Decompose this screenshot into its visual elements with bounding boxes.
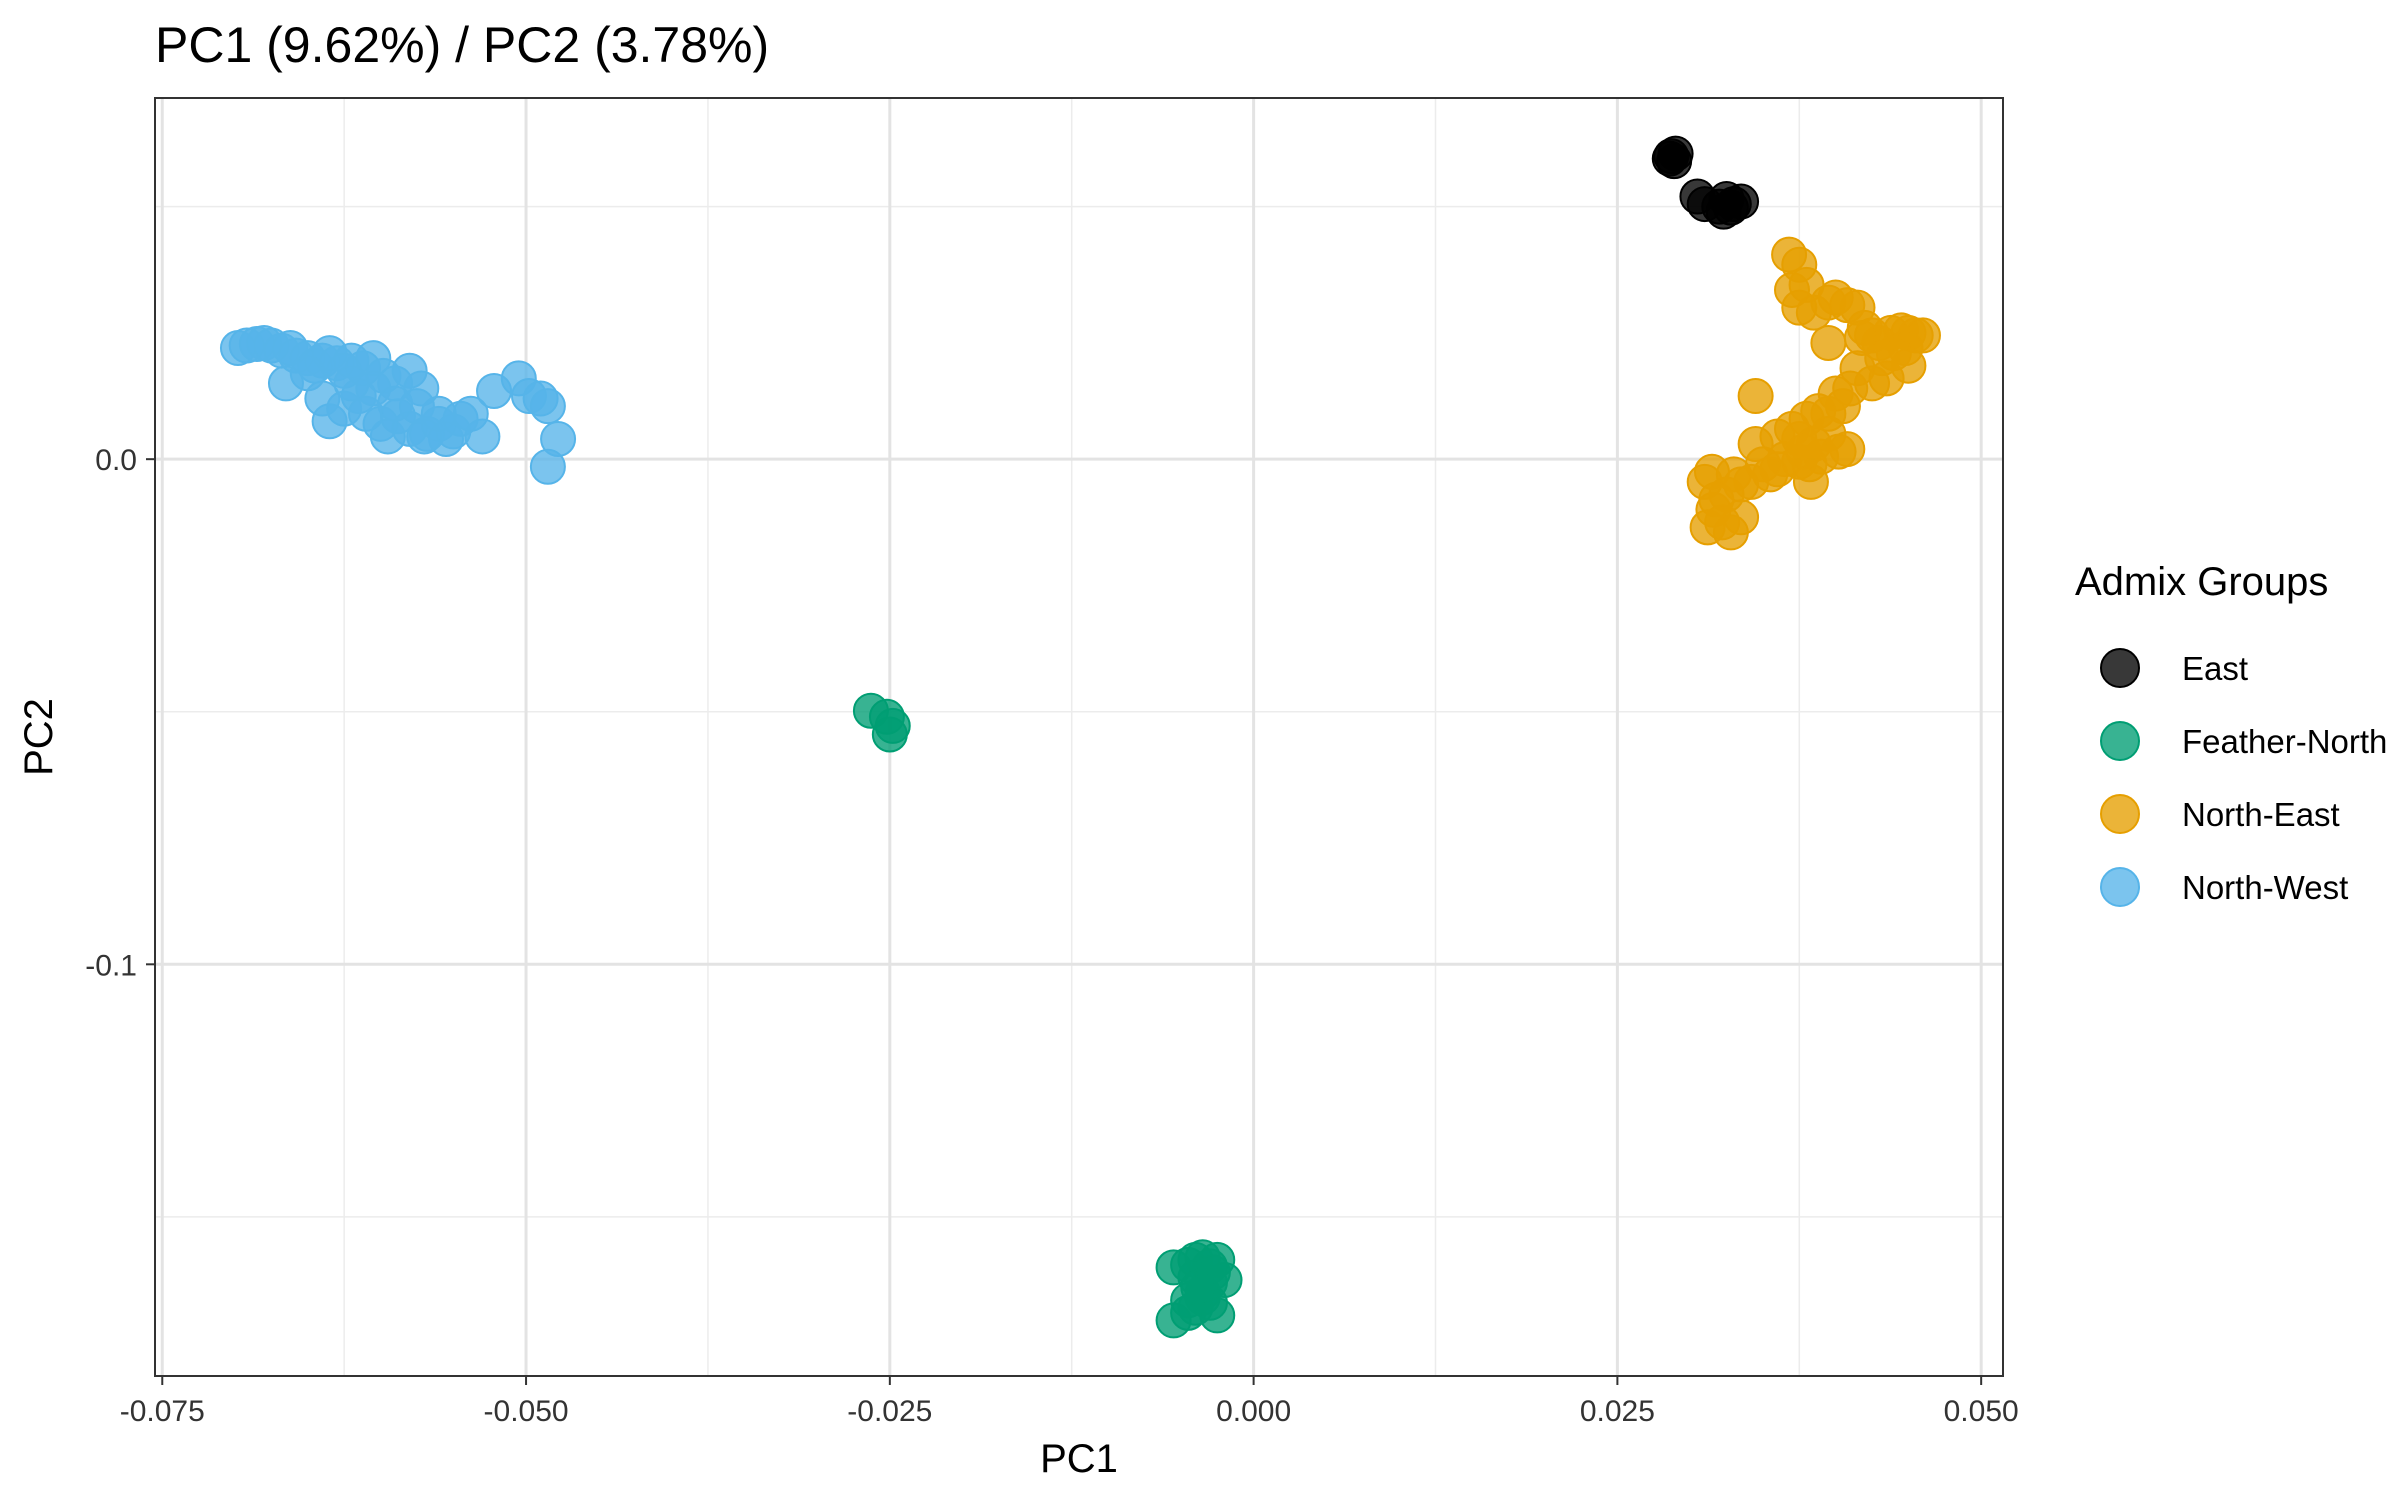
data-point-north-west: [289, 355, 326, 392]
data-point-north-east: [1723, 499, 1760, 536]
legend-key-north-west: [2100, 867, 2140, 907]
x-tick-label: 0.050: [1944, 1395, 2019, 1428]
x-tick-label: -0.075: [120, 1395, 205, 1428]
data-point-east: [1656, 143, 1693, 180]
legend-key-feather-north: [2100, 721, 2140, 761]
x-tick-label: -0.050: [484, 1395, 569, 1428]
x-axis-title: PC1: [1040, 1437, 1118, 1481]
data-point-north-west: [333, 365, 370, 402]
data-point-feather-north: [1199, 1297, 1236, 1334]
y-axis-title: PC2: [17, 698, 61, 776]
legend-label-east: East: [2182, 650, 2248, 687]
data-point-north-west: [377, 385, 414, 422]
legend-label-feather-north: Feather-North: [2182, 723, 2387, 760]
y-tick-label: 0.0: [95, 444, 137, 477]
data-point-feather-north: [1194, 1254, 1231, 1291]
ticks-layer: -0.075 -0.050 -0.025 0.000 0.025 0.050 -0.1 0.0: [85, 444, 2018, 1428]
legend-title: Admix Groups: [2075, 560, 2328, 604]
grid-layer: [155, 98, 2003, 1376]
x-tick-label: -0.025: [847, 1395, 932, 1428]
x-tick-label: 0.000: [1216, 1395, 1291, 1428]
legend-label-north-east: North-East: [2182, 796, 2340, 833]
data-point-north-east: [1689, 509, 1726, 546]
data-point-north-east: [1810, 324, 1847, 361]
legend: Admix Groups East Feather-North North-East…: [2075, 560, 2387, 907]
data-point-north-west: [464, 418, 501, 455]
legend-key-east: [2100, 648, 2140, 688]
chart-title: PC1 (9.62%) / PC2 (3.78%): [155, 17, 769, 73]
data-point-north-west: [420, 395, 457, 432]
data-point-north-east: [1785, 433, 1822, 470]
data-point-north-east: [1737, 378, 1774, 415]
data-point-north-west: [529, 448, 566, 485]
points-layer: [219, 135, 1941, 1339]
x-tick-label: 0.025: [1580, 1395, 1655, 1428]
legend-label-north-west: North-West: [2182, 869, 2348, 906]
data-point-feather-north: [871, 716, 908, 753]
y-tick-label: -0.1: [85, 949, 137, 982]
plot-panel-border: [154, 97, 2004, 1377]
data-point-feather-north: [1155, 1249, 1192, 1286]
data-point-north-west: [529, 388, 566, 425]
legend-key-north-east: [2100, 794, 2140, 834]
legend-items: East Feather-North North-East North-West: [2100, 648, 2387, 907]
data-point-east: [1712, 189, 1749, 226]
data-point-north-east: [1792, 463, 1829, 500]
